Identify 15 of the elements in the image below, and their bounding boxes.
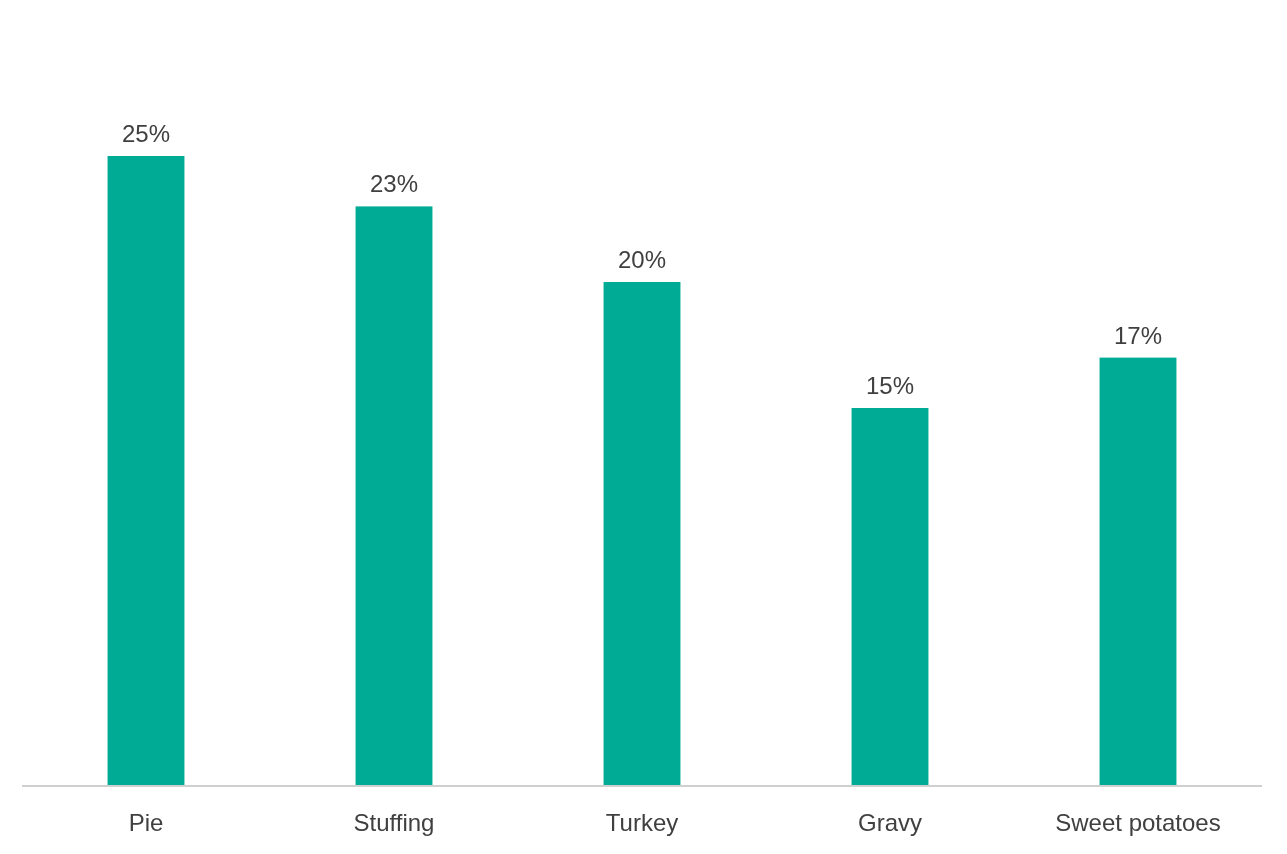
x-tick-label: Pie [128,809,164,836]
bar [355,206,433,786]
data-label: 23% [369,170,419,198]
x-tick-label: Sweet potatoes [1055,809,1221,836]
x-tick-label: Gravy [857,809,923,836]
bar [851,408,929,786]
bar [1099,357,1177,786]
data-label: 15% [865,372,915,399]
data-label: 25% [121,120,171,147]
bar [603,282,681,786]
x-tick-label: Turkey [605,809,679,836]
x-tick-label: Stuffing [353,809,435,836]
data-label: 20% [617,246,667,273]
data-label: 17% [1113,321,1163,349]
bar [107,156,185,786]
